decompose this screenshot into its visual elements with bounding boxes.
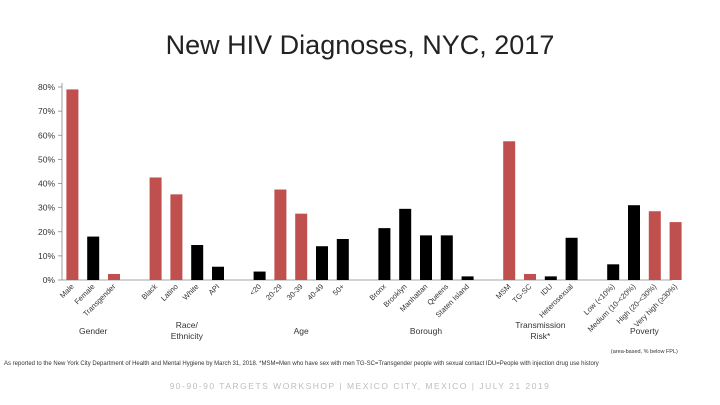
x-tick-label: TG-SC xyxy=(511,282,534,305)
y-tick-label: 70% xyxy=(38,106,55,116)
x-tick-label: API xyxy=(206,282,221,297)
bar xyxy=(440,235,453,280)
bar xyxy=(648,211,661,280)
y-tick-label: 80% xyxy=(38,82,55,92)
x-tick-label: 50+ xyxy=(331,282,347,298)
bar xyxy=(669,222,682,280)
group-label: Ethnicity xyxy=(171,331,204,341)
bar xyxy=(87,236,100,280)
bar xyxy=(378,228,391,280)
x-tick-label: 40-49 xyxy=(305,282,325,302)
y-tick-label: 0% xyxy=(43,275,56,285)
bar xyxy=(170,194,183,280)
x-tick-label: Black xyxy=(140,282,160,302)
bar xyxy=(191,245,204,280)
workshop-footer: 90-90-90 TARGETS WORKSHOP | MEXICO CITY,… xyxy=(169,381,551,391)
y-tick-label: 40% xyxy=(38,179,55,189)
x-tick-label: <20 xyxy=(248,282,263,297)
group-label: Gender xyxy=(79,326,108,336)
x-tick-label: White xyxy=(181,282,201,302)
x-tick-label: Male xyxy=(58,282,76,300)
y-tick-label: 10% xyxy=(38,251,55,261)
group-label: Poverty xyxy=(630,326,660,336)
y-tick-label: 50% xyxy=(38,154,55,164)
x-tick-label: IDU xyxy=(539,282,555,298)
bar xyxy=(420,235,432,280)
group-sublabel: (area-based, % below FPL) xyxy=(611,349,678,355)
bar xyxy=(461,276,474,280)
bar xyxy=(399,208,412,280)
y-tick-label: 60% xyxy=(38,130,55,140)
group-label: Transmission xyxy=(515,320,565,330)
bar xyxy=(295,213,308,280)
bar xyxy=(336,238,349,280)
bar xyxy=(212,266,224,280)
bar xyxy=(544,276,557,280)
x-tick-label: 20-29 xyxy=(264,282,284,302)
group-label: Race/ xyxy=(176,320,199,330)
bar xyxy=(565,237,578,280)
bar xyxy=(503,141,516,280)
y-tick-label: 30% xyxy=(38,203,55,213)
chart-title: New HIV Diagnoses, NYC, 2017 xyxy=(165,30,555,60)
group-label: Age xyxy=(294,326,309,336)
bar xyxy=(628,205,640,280)
bar xyxy=(607,264,620,280)
x-tick-label: Latino xyxy=(159,282,180,303)
bar xyxy=(149,177,162,280)
bar xyxy=(274,189,287,280)
bar xyxy=(316,246,328,280)
bar xyxy=(108,273,120,280)
x-tick-label: 30-39 xyxy=(285,282,305,302)
footnote: As reported to the New York City Departm… xyxy=(4,361,599,367)
y-tick-label: 20% xyxy=(38,227,55,237)
bar xyxy=(253,271,266,280)
group-label: Borough xyxy=(410,326,442,336)
bar xyxy=(66,89,79,280)
group-label: Risk* xyxy=(530,331,551,341)
bar-chart: 0%10%20%30%40%50%60%70%80%MaleFemaleTran… xyxy=(38,82,682,355)
bar xyxy=(524,273,536,280)
